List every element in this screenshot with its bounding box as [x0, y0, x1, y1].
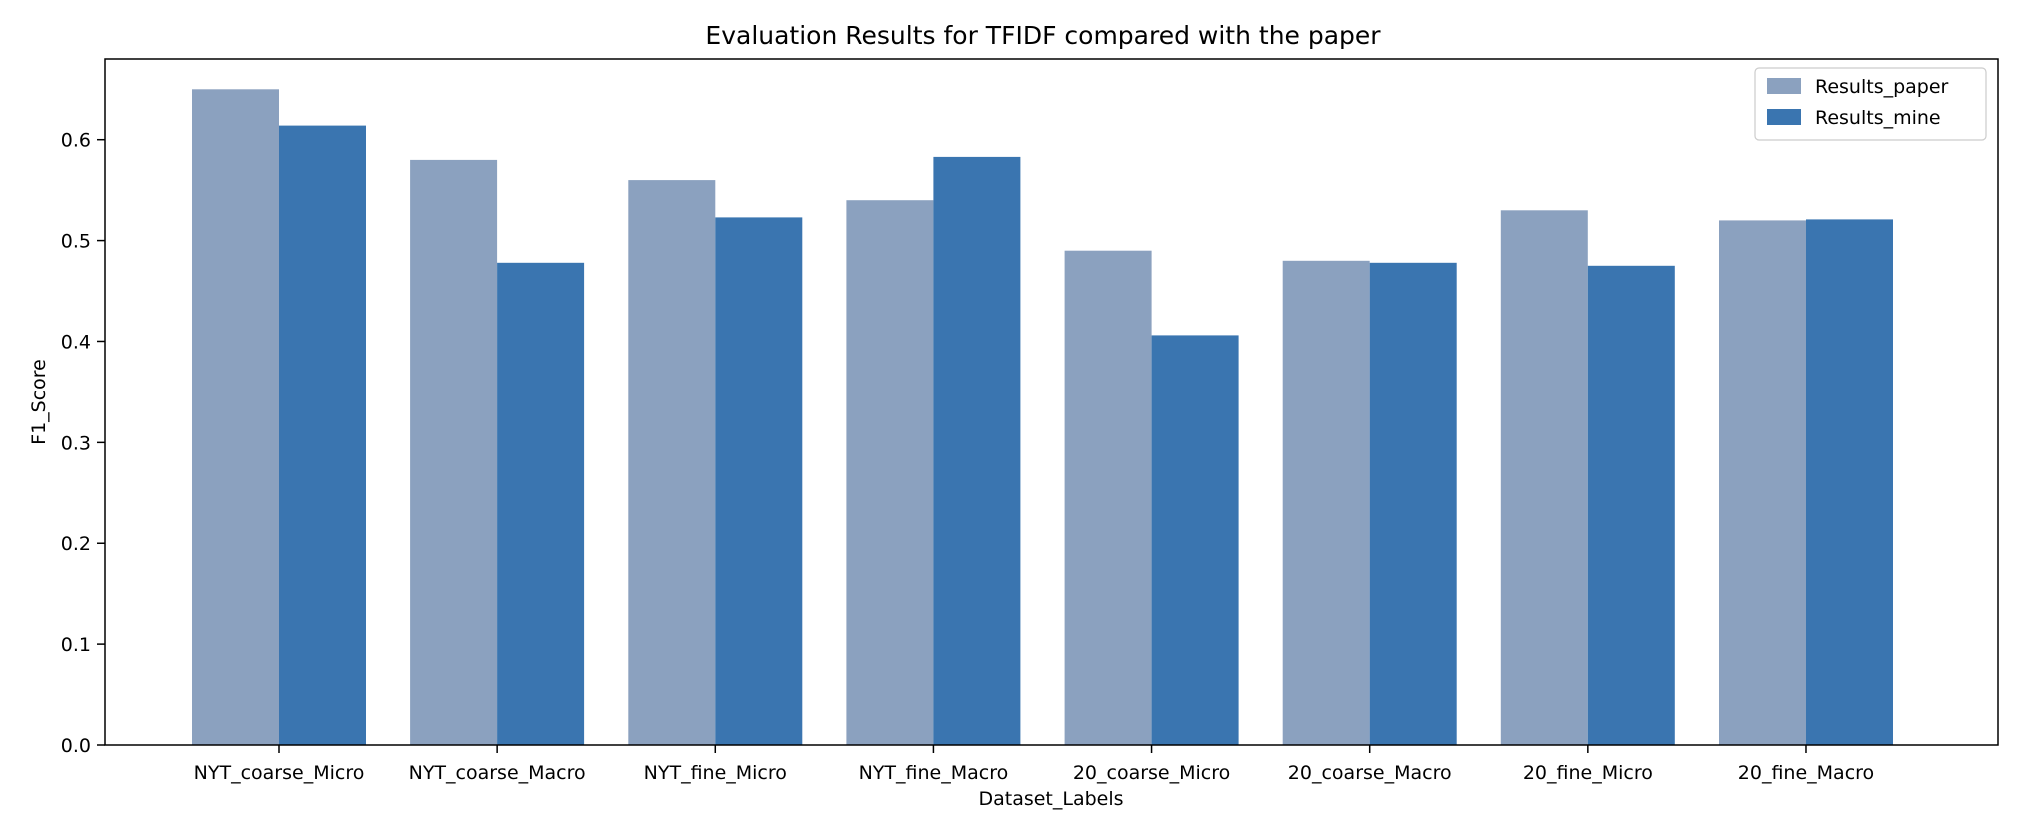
bar-results-paper-20-fine-micro: [1500, 210, 1588, 746]
x-tick-label-nyt-fine-macro: NYT_fine_Macro: [859, 762, 1009, 784]
bar-results-paper-20-coarse-macro: [1282, 260, 1370, 745]
x-tick-label-20-fine-micro: 20_fine_Micro: [1523, 762, 1653, 784]
bars-group: [192, 89, 1893, 746]
y-tick-label: 0.2: [61, 533, 91, 555]
x-tick-label-20-coarse-micro: 20_coarse_Micro: [1073, 762, 1230, 784]
bar-results-paper-nyt-fine-micro: [628, 180, 716, 746]
x-tick-label-nyt-coarse-micro: NYT_coarse_Micro: [194, 762, 365, 784]
bar-results-paper-20-coarse-micro: [1064, 250, 1152, 745]
y-tick-label: 0.3: [61, 432, 91, 454]
bar-results-mine-nyt-coarse-micro: [279, 125, 366, 746]
bar-results-paper-20-fine-macro: [1719, 220, 1806, 745]
y-tick-label: 0.1: [61, 634, 91, 656]
bar-results-mine-20-coarse-micro: [1151, 335, 1239, 745]
x-axis-label: Dataset_Labels: [978, 788, 1123, 810]
legend: Results_paper Results_mine: [1754, 67, 1987, 141]
bar-results-mine-nyt-fine-micro: [715, 217, 803, 745]
bar-results-mine-20-fine-macro: [1806, 219, 1893, 745]
x-axis: NYT_coarse_Micro NYT_coarse_Macro NYT_fine…: [194, 745, 1874, 784]
x-tick-label-20-coarse-macro: 20_coarse_Macro: [1288, 762, 1452, 784]
y-tick-label: 0.4: [61, 331, 91, 353]
x-tick-label-nyt-coarse-macro: NYT_coarse_Macro: [409, 762, 586, 784]
legend-frame: [1754, 67, 1987, 141]
x-tick-label-20-fine-macro: 20_fine_Macro: [1738, 762, 1874, 784]
legend-label-results-paper: Results_paper: [1815, 76, 1949, 98]
chart-title: Evaluation Results for TFIDF compared wi…: [705, 21, 1381, 50]
y-tick-label: 0.5: [61, 231, 91, 253]
y-tick-label: 0.6: [61, 130, 91, 152]
bar-results-mine-20-fine-micro: [1587, 265, 1675, 745]
y-axis-label: F1_Score: [28, 359, 50, 445]
bar-results-paper-nyt-coarse-macro: [410, 159, 498, 745]
bar-results-mine-20-coarse-macro: [1369, 262, 1457, 745]
y-tick-label: 0.0: [61, 735, 91, 757]
bar-results-paper-nyt-fine-macro: [846, 200, 934, 745]
legend-swatch-results-mine: [1767, 109, 1801, 125]
bar-results-mine-nyt-coarse-macro: [497, 262, 585, 745]
legend-label-results-mine: Results_mine: [1815, 107, 1941, 129]
legend-swatch-results-paper: [1767, 78, 1801, 94]
y-axis: 0.0 0.1 0.2 0.3 0.4 0.5 0.6: [61, 130, 105, 757]
plot-frame: [104, 58, 1999, 746]
x-tick-label-nyt-fine-micro: NYT_fine_Micro: [644, 762, 787, 784]
bar-results-paper-nyt-coarse-micro: [192, 89, 279, 746]
bar-results-mine-nyt-fine-macro: [933, 156, 1021, 745]
